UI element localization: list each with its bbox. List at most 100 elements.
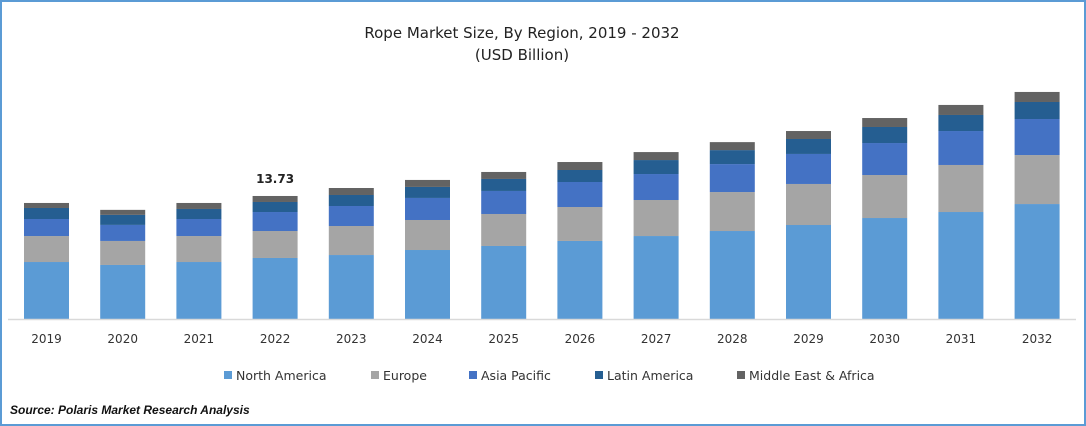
bar-segment-north-america-2027: [633, 236, 679, 319]
bar-segment-middle-east-africa-2023: [328, 188, 374, 195]
x-tick-label: 2027: [641, 332, 672, 346]
bar-segment-north-america-2031: [938, 212, 984, 319]
bar-segment-europe-2020: [100, 240, 146, 265]
bar-segment-latin-america-2023: [328, 194, 374, 207]
bar-segment-north-america-2028: [709, 231, 755, 319]
bar-segment-asia-pacific-2026: [557, 182, 603, 207]
bar-segment-europe-2025: [481, 213, 527, 246]
bar-segment-middle-east-africa-2020: [100, 209, 146, 215]
bar-segment-asia-pacific-2020: [100, 224, 146, 241]
bar-segment-middle-east-africa-2022: [252, 195, 298, 202]
bar-segment-north-america-2021: [176, 262, 222, 319]
bar-segment-north-america-2025: [481, 245, 527, 319]
bar-segment-europe-2029: [786, 183, 831, 226]
data-label: 13.73: [256, 172, 294, 186]
bar-segment-asia-pacific-2024: [405, 197, 450, 220]
legend-label: Middle East & Africa: [749, 368, 875, 383]
bar-segment-latin-america-2022: [252, 201, 298, 213]
bar-segment-middle-east-africa-2031: [938, 104, 984, 115]
x-tick-label: 2021: [184, 332, 215, 346]
legend: North America Europe Asia Pacific Latin Ame…: [224, 368, 875, 383]
bar-segment-north-america-2023: [328, 255, 374, 319]
legend-label: North America: [236, 368, 327, 383]
bar-segment-asia-pacific-2019: [24, 219, 69, 237]
legend-label: Latin America: [607, 368, 693, 383]
bar-segment-europe-2024: [405, 219, 450, 251]
bar-segment-europe-2028: [709, 192, 755, 232]
bar-segment-europe-2027: [633, 200, 679, 237]
chart-subtitle: (USD Billion): [475, 46, 569, 64]
legend-swatch: [224, 371, 232, 379]
bar-segment-latin-america-2029: [786, 138, 831, 154]
bar-segment-latin-america-2021: [176, 208, 222, 220]
x-tick-label: 2022: [260, 332, 291, 346]
legend-item: North America: [224, 368, 327, 383]
bar-segment-latin-america-2019: [24, 207, 69, 220]
bar-segment-north-america-2022: [252, 257, 298, 319]
bar-segment-asia-pacific-2022: [252, 212, 298, 232]
bar-segment-north-america-2024: [405, 250, 450, 319]
legend-swatch: [469, 371, 477, 379]
bar-segment-latin-america-2026: [557, 169, 603, 183]
source-note: Source: Polaris Market Research Analysis: [10, 403, 250, 417]
bar-segment-latin-america-2032: [1014, 101, 1060, 120]
x-tick-label: 2020: [107, 332, 138, 346]
bar-segment-latin-america-2024: [405, 186, 450, 198]
bar-segment-europe-2022: [252, 231, 298, 258]
bar-segment-asia-pacific-2028: [709, 164, 755, 193]
x-tick-label: 2023: [336, 332, 367, 346]
legend-item: Latin America: [595, 368, 693, 383]
legend-item: Asia Pacific: [469, 368, 551, 383]
bar-segment-europe-2030: [862, 175, 908, 219]
bar-segment-europe-2021: [176, 236, 222, 263]
legend-swatch: [371, 371, 379, 379]
legend-swatch: [737, 371, 745, 379]
legend-label: Asia Pacific: [481, 368, 551, 383]
x-tick-label: 2031: [946, 332, 977, 346]
bar-segment-latin-america-2020: [100, 214, 146, 225]
bar-segment-middle-east-africa-2027: [633, 152, 679, 161]
bar-segment-asia-pacific-2027: [633, 174, 679, 201]
bar-segment-north-america-2019: [24, 262, 69, 319]
bar-segment-middle-east-africa-2030: [862, 118, 908, 127]
bar-segment-north-america-2029: [786, 225, 831, 319]
x-tick-labels: 2019 2020 2021 2022 2023 2024 2025 2026 2027 2028…: [31, 332, 1052, 346]
x-tick-label: 2028: [717, 332, 748, 346]
bar-segment-latin-america-2030: [862, 126, 908, 144]
bar-segment-europe-2023: [328, 225, 374, 256]
bar-segment-latin-america-2031: [938, 114, 984, 132]
bar-segment-europe-2031: [938, 164, 984, 213]
bar-segment-latin-america-2028: [709, 150, 755, 165]
bar-segment-asia-pacific-2031: [938, 131, 984, 165]
legend-item: Europe: [371, 368, 427, 383]
bar-segment-middle-east-africa-2028: [709, 142, 755, 151]
x-tick-label: 2024: [412, 332, 443, 346]
bar-segment-north-america-2026: [557, 240, 603, 319]
bar-segment-north-america-2030: [862, 218, 908, 319]
bar-segment-europe-2032: [1014, 155, 1060, 205]
bar-segment-north-america-2020: [100, 264, 146, 319]
legend-item: Middle East & Africa: [737, 368, 875, 383]
bar-segment-europe-2026: [557, 207, 603, 241]
x-tick-label: 2026: [565, 332, 596, 346]
bars-group: 13.73: [24, 91, 1060, 319]
bar-segment-asia-pacific-2032: [1014, 119, 1060, 156]
bar-segment-middle-east-africa-2032: [1014, 91, 1060, 102]
bar-segment-asia-pacific-2029: [786, 153, 831, 184]
bar-segment-middle-east-africa-2019: [24, 202, 69, 208]
legend-swatch: [595, 371, 603, 379]
x-tick-label: 2030: [869, 332, 900, 346]
x-tick-label: 2029: [793, 332, 824, 346]
x-tick-label: 2025: [488, 332, 519, 346]
bar-segment-middle-east-africa-2029: [786, 131, 831, 139]
bar-segment-asia-pacific-2030: [862, 143, 908, 176]
bar-segment-europe-2019: [24, 236, 69, 263]
x-tick-label: 2032: [1022, 332, 1053, 346]
bar-segment-middle-east-africa-2026: [557, 162, 603, 170]
bar-segment-asia-pacific-2023: [328, 206, 374, 226]
bar-segment-middle-east-africa-2025: [481, 171, 527, 179]
legend-label: Europe: [383, 368, 427, 383]
chart-title: Rope Market Size, By Region, 2019 - 2032: [364, 24, 679, 42]
